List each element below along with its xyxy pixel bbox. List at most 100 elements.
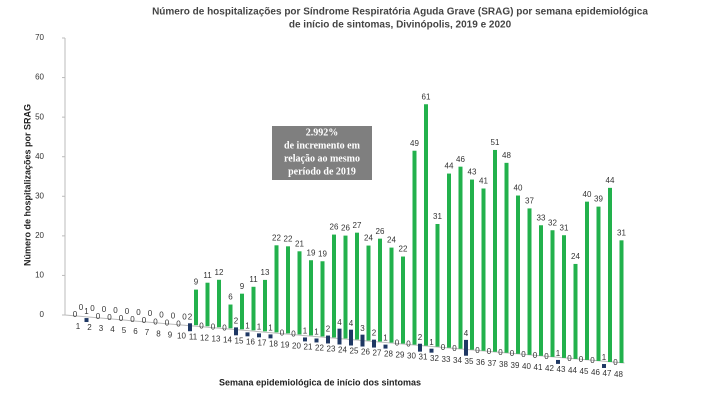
x-tick-label: 18 [269, 339, 278, 348]
x-tick-label: 3 [99, 324, 104, 333]
x-tick-label: 46 [591, 368, 600, 377]
x-tick-label: 7 [145, 328, 150, 337]
bar [550, 230, 555, 357]
data-label: 0 [406, 340, 411, 349]
data-label: 32 [548, 218, 557, 227]
y-axis-label: Número de hospitalizações por SRAG [22, 104, 32, 266]
data-label: 0 [222, 323, 227, 332]
data-label: 44 [445, 162, 454, 171]
data-label: 21 [295, 239, 304, 248]
x-tick-label: 34 [453, 356, 462, 365]
x-tick-label: 39 [511, 361, 520, 370]
x-tick-label: 17 [258, 338, 267, 347]
data-label: 0 [165, 318, 170, 327]
data-label: 24 [364, 234, 373, 243]
x-axis [64, 314, 625, 364]
chart-title: Número de hospitalizações por Síndrome R… [152, 7, 648, 18]
bar [424, 104, 428, 346]
data-label: 22 [272, 233, 281, 242]
data-label: 0 [544, 352, 549, 361]
x-tick-label: 2 [87, 323, 92, 332]
data-label: 2 [234, 316, 239, 325]
bar [268, 334, 273, 339]
bar [562, 235, 566, 358]
data-label: 1 [257, 322, 262, 331]
bar [504, 162, 509, 353]
bar [194, 289, 198, 326]
x-axis-label: Semana epidemiológica de início dos sint… [219, 377, 421, 387]
bar [447, 173, 451, 348]
bar [470, 179, 474, 350]
data-label: 0 [142, 316, 147, 325]
bar [493, 149, 497, 352]
data-label: 26 [341, 224, 350, 233]
data-label: 11 [203, 271, 212, 280]
bar [602, 364, 606, 368]
x-tick-label: 16 [246, 337, 255, 346]
x-tick-label: 48 [614, 370, 623, 379]
bar [240, 293, 244, 330]
x-tick-label: 1 [76, 322, 81, 331]
data-label: 1 [84, 307, 89, 316]
data-label: 0 [159, 310, 164, 319]
bar [257, 333, 261, 338]
data-label: 0 [182, 312, 187, 321]
bar [608, 187, 612, 362]
data-label: 0 [136, 308, 141, 317]
data-label: 0 [130, 315, 135, 324]
data-label: 1 [602, 353, 607, 362]
data-label: 0 [395, 339, 400, 348]
x-tick-label: 24 [338, 346, 347, 355]
data-label: 0 [533, 351, 538, 360]
data-label: 0 [153, 317, 158, 326]
data-label: 24 [571, 252, 580, 261]
x-tick-label: 32 [430, 354, 439, 363]
data-label: 11 [249, 275, 258, 284]
x-tick-label: 28 [384, 350, 393, 359]
data-label: 12 [215, 268, 224, 277]
bar [297, 251, 302, 335]
bar [309, 260, 313, 336]
x-tick-label: 9 [168, 330, 173, 339]
x-tick-label: 33 [442, 355, 451, 364]
annotation: relação ao mesmo [284, 153, 360, 164]
y-tick-label: 0 [40, 310, 45, 319]
data-label: 1 [314, 328, 319, 337]
bar [556, 359, 560, 364]
y-tick-label: 60 [35, 73, 44, 82]
bar [458, 166, 463, 349]
x-tick-label: 27 [373, 349, 382, 358]
x-tick-label: 40 [522, 362, 531, 371]
data-label: 6 [228, 293, 233, 302]
bar [332, 234, 336, 338]
bar [274, 245, 279, 333]
data-label: 3 [360, 324, 365, 333]
data-label: 0 [590, 356, 595, 365]
bar [464, 339, 468, 356]
data-label: 0 [498, 348, 503, 357]
x-tick-label: 21 [304, 343, 313, 352]
x-tick-label: 11 [189, 332, 198, 341]
bar [234, 327, 238, 336]
bar [619, 240, 624, 363]
data-label: 22 [399, 245, 408, 254]
x-tick-label: 41 [534, 363, 543, 372]
x-tick-label: 22 [315, 344, 324, 353]
bar [314, 338, 319, 343]
data-label: 0 [280, 328, 285, 337]
annotation: 2.992% [306, 127, 339, 138]
bar [366, 245, 371, 341]
data-label: 2 [188, 312, 193, 321]
data-label: 41 [479, 177, 488, 186]
x-tick-label: 4 [110, 325, 115, 334]
x-tick-label: 47 [603, 369, 612, 378]
annotation: período de 2019 [288, 166, 356, 177]
bar [435, 223, 440, 347]
data-label: 4 [337, 318, 342, 327]
bar [596, 206, 601, 361]
bar [401, 256, 405, 344]
x-tick-label: 5 [122, 326, 127, 335]
data-label: 0 [567, 354, 572, 363]
bar [539, 225, 543, 356]
